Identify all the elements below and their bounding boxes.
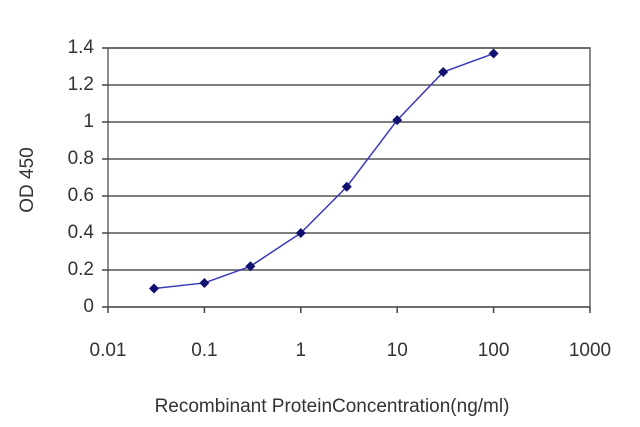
marker <box>488 48 499 59</box>
marker <box>341 181 352 192</box>
y-tick-label: 0.2 <box>68 259 94 280</box>
y-tick-label: 0.4 <box>68 222 95 243</box>
x-tick-label: 0.01 <box>90 340 127 361</box>
marker <box>199 277 210 288</box>
marker <box>148 283 159 294</box>
y-tick-label: 1.2 <box>68 74 94 95</box>
marker <box>245 261 256 272</box>
marker <box>438 67 449 78</box>
series-line <box>153 52 494 290</box>
y-tick-label: 0 <box>83 296 94 317</box>
marker <box>392 115 403 126</box>
x-tick-label: 0.1 <box>191 340 217 361</box>
y-axis-label: OD 450 <box>17 147 38 212</box>
x-tick-label: 1000 <box>569 340 611 361</box>
y-tick-label: 0.6 <box>68 185 94 206</box>
x-tick-label: 100 <box>478 340 510 361</box>
y-tick-label: 0.8 <box>68 148 94 169</box>
x-axis-label: Recombinant ProteinConcentration(ng/ml) <box>155 396 510 417</box>
marker <box>295 228 306 238</box>
x-tick-label: 10 <box>387 340 408 361</box>
plot-area <box>107 47 591 308</box>
y-tick-label: 1.4 <box>68 37 95 58</box>
x-tick-label: 1 <box>296 340 307 361</box>
y-tick-label: 1 <box>83 111 94 132</box>
